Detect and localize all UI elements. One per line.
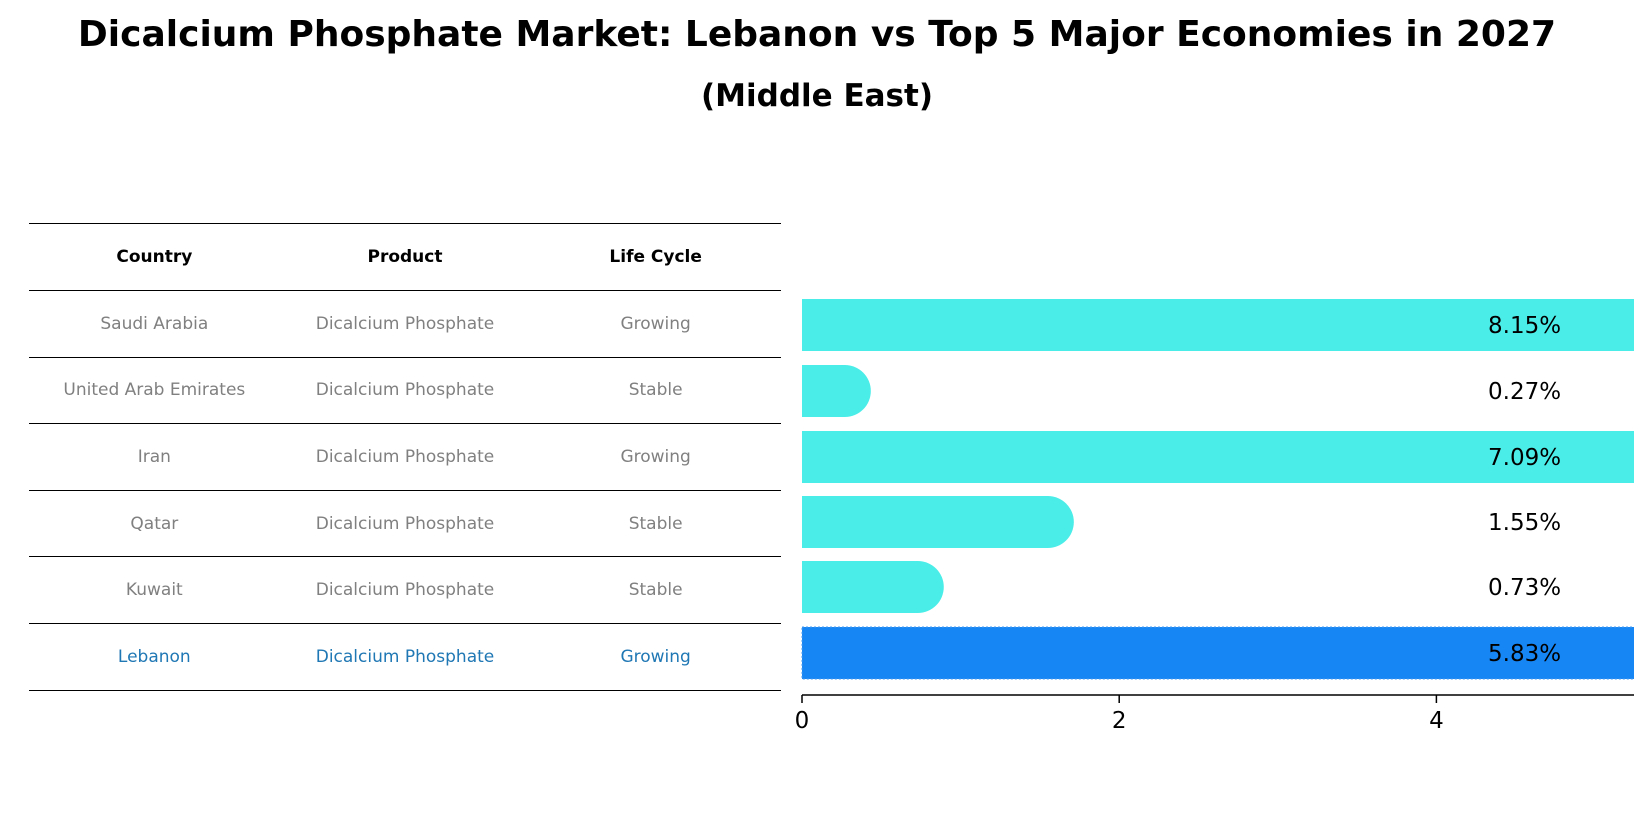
x-tick-label: 0 bbox=[795, 708, 810, 734]
cell-product: Dicalcium Phosphate bbox=[279, 490, 531, 558]
bar-value-label: 5.83% bbox=[1488, 641, 1561, 667]
cell-product: Dicalcium Phosphate bbox=[279, 423, 531, 491]
table-header-row: Country Product Life Cycle bbox=[29, 223, 781, 291]
bar bbox=[801, 626, 1634, 680]
bar bbox=[802, 431, 1634, 483]
bar-value-label: 7.09% bbox=[1488, 445, 1561, 471]
cell-country: Iran bbox=[29, 423, 280, 491]
bar bbox=[802, 365, 871, 417]
x-tick-label: 2 bbox=[1112, 708, 1127, 734]
cell-product: Dicalcium Phosphate bbox=[279, 623, 531, 691]
column-header-country: Country bbox=[29, 223, 280, 291]
bar-shape bbox=[802, 365, 871, 417]
chart-subtitle: (Middle East) bbox=[700, 78, 933, 114]
cell-life-cycle: Growing bbox=[530, 423, 781, 491]
table-row-highlight: Lebanon Dicalcium Phosphate Growing bbox=[29, 623, 781, 691]
cell-country: Qatar bbox=[29, 490, 280, 558]
table-row: Kuwait Dicalcium Phosphate Stable bbox=[29, 556, 781, 624]
cell-product: Dicalcium Phosphate bbox=[279, 357, 531, 425]
cell-country: United Arab Emirates bbox=[29, 357, 280, 425]
bar-shape bbox=[802, 431, 1634, 483]
table-row: Qatar Dicalcium Phosphate Stable bbox=[29, 490, 781, 558]
bar-shape bbox=[802, 561, 944, 613]
bar bbox=[802, 299, 1634, 351]
table-row: Saudi Arabia Dicalcium Phosphate Growing bbox=[29, 290, 781, 358]
table-row: United Arab Emirates Dicalcium Phosphate… bbox=[29, 357, 781, 425]
bar-shape bbox=[802, 299, 1634, 351]
bar-value-label: 0.73% bbox=[1488, 575, 1561, 601]
cell-life-cycle: Growing bbox=[530, 290, 781, 358]
bar bbox=[802, 496, 1074, 548]
cell-product: Dicalcium Phosphate bbox=[279, 290, 531, 358]
bar-value-label: 8.15% bbox=[1488, 313, 1561, 339]
cell-life-cycle: Stable bbox=[530, 556, 781, 624]
cell-life-cycle: Stable bbox=[530, 357, 781, 425]
bar-shape bbox=[801, 626, 1634, 680]
cell-life-cycle: Stable bbox=[530, 490, 781, 558]
cell-product: Dicalcium Phosphate bbox=[279, 556, 531, 624]
x-tick-label: 4 bbox=[1429, 708, 1444, 734]
bar bbox=[802, 561, 944, 613]
table-row: Iran Dicalcium Phosphate Growing bbox=[29, 423, 781, 491]
column-header-product: Product bbox=[279, 223, 531, 291]
cell-life-cycle: Growing bbox=[530, 623, 781, 691]
cell-country: Lebanon bbox=[29, 623, 280, 691]
chart-title: Dicalcium Phosphate Market: Lebanon vs T… bbox=[77, 14, 1557, 55]
column-header-life-cycle: Life Cycle bbox=[530, 223, 781, 291]
bar-value-label: 1.55% bbox=[1488, 510, 1561, 536]
bar-shape bbox=[802, 496, 1074, 548]
cell-country: Saudi Arabia bbox=[29, 290, 280, 358]
bar-value-label: 0.27% bbox=[1488, 379, 1561, 405]
market-table: Country Product Life Cycle Saudi Arabia … bbox=[29, 223, 781, 691]
cell-country: Kuwait bbox=[29, 556, 280, 624]
